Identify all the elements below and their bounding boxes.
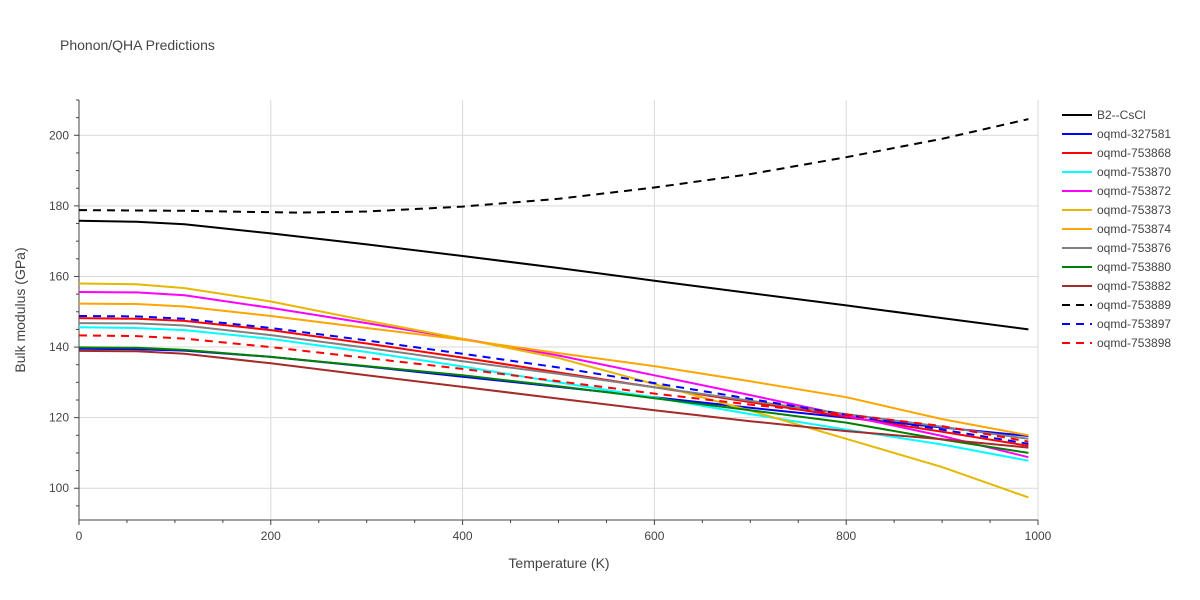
y-tick-label: 100 xyxy=(49,481,69,495)
y-tick-label: 140 xyxy=(49,340,69,354)
series-line-oqmd-753880[interactable] xyxy=(78,346,1029,454)
legend-label: oqmd-753873 xyxy=(1097,203,1171,217)
legend-item-oqmd-753874[interactable]: oqmd-753874 xyxy=(1062,222,1171,236)
legend-label: oqmd-753882 xyxy=(1097,279,1171,293)
legend-label: oqmd-753870 xyxy=(1097,165,1171,179)
x-axis-title: Temperature (K) xyxy=(508,555,609,571)
axes: 0 200 400 600 800 1000 100 120 140 160 180 200 xyxy=(49,99,1052,543)
legend-item-oqmd-753889[interactable]: oqmd-753889 xyxy=(1062,298,1171,312)
x-tick-label: 600 xyxy=(644,529,664,543)
legend-item-oqmd-753876[interactable]: oqmd-753876 xyxy=(1062,241,1171,255)
legend-label: oqmd-753880 xyxy=(1097,260,1171,274)
legend-item-oqmd-753882[interactable]: oqmd-753882 xyxy=(1062,279,1171,293)
grid xyxy=(79,100,1039,520)
series-line-oqmd-753872[interactable] xyxy=(78,291,1029,459)
legend-label: oqmd-753897 xyxy=(1097,317,1171,331)
legend-label: oqmd-327581 xyxy=(1097,127,1171,141)
legend-label: oqmd-753898 xyxy=(1097,336,1171,350)
legend-item-oqmd-753898[interactable]: oqmd-753898 xyxy=(1062,336,1171,350)
y-tick-label: 200 xyxy=(49,128,69,142)
x-tick-label: 0 xyxy=(76,529,83,543)
plot-area xyxy=(78,118,1029,499)
x-tick-label: 200 xyxy=(261,529,281,543)
y-tick-label: 160 xyxy=(49,269,69,283)
y-tick-label: 120 xyxy=(49,411,69,425)
x-tick-label: 400 xyxy=(453,529,473,543)
chart-title: Phonon/QHA Predictions xyxy=(60,37,215,53)
series-line-B2--CsCl[interactable] xyxy=(78,219,1029,331)
legend-label: oqmd-753874 xyxy=(1097,222,1171,236)
series-line-oqmd-753874[interactable] xyxy=(78,302,1029,437)
legend-label: oqmd-753876 xyxy=(1097,241,1171,255)
legend[interactable]: B2--CsCl oqmd-327581 oqmd-753868 oqmd-75387… xyxy=(1062,108,1171,350)
x-tick-label: 1000 xyxy=(1025,529,1052,543)
legend-item-oqmd-753897[interactable]: oqmd-753897 xyxy=(1062,317,1171,331)
series-line-oqmd-753898[interactable] xyxy=(78,334,1029,443)
legend-label: oqmd-753868 xyxy=(1097,146,1171,160)
y-tick-label: 180 xyxy=(49,199,69,213)
legend-item-oqmd-753868[interactable]: oqmd-753868 xyxy=(1062,146,1171,160)
series-line-oqmd-753889[interactable] xyxy=(78,118,1029,214)
legend-item-oqmd-753872[interactable]: oqmd-753872 xyxy=(1062,184,1171,198)
series-line-oqmd-753873[interactable] xyxy=(78,282,1029,499)
legend-label: oqmd-753872 xyxy=(1097,184,1171,198)
legend-label: oqmd-753889 xyxy=(1097,298,1171,312)
series-line-oqmd-753882[interactable] xyxy=(78,349,1029,449)
legend-item-oqmd-753870[interactable]: oqmd-753870 xyxy=(1062,165,1171,179)
legend-item-oqmd-327581[interactable]: oqmd-327581 xyxy=(1062,127,1171,141)
legend-item-B2--CsCl[interactable]: B2--CsCl xyxy=(1062,108,1146,122)
legend-item-oqmd-753873[interactable]: oqmd-753873 xyxy=(1062,203,1171,217)
y-axis-title: Bulk modulus (GPa) xyxy=(12,247,28,372)
x-tick-label: 800 xyxy=(836,529,856,543)
legend-label: B2--CsCl xyxy=(1097,108,1146,122)
legend-item-oqmd-753880[interactable]: oqmd-753880 xyxy=(1062,260,1171,274)
